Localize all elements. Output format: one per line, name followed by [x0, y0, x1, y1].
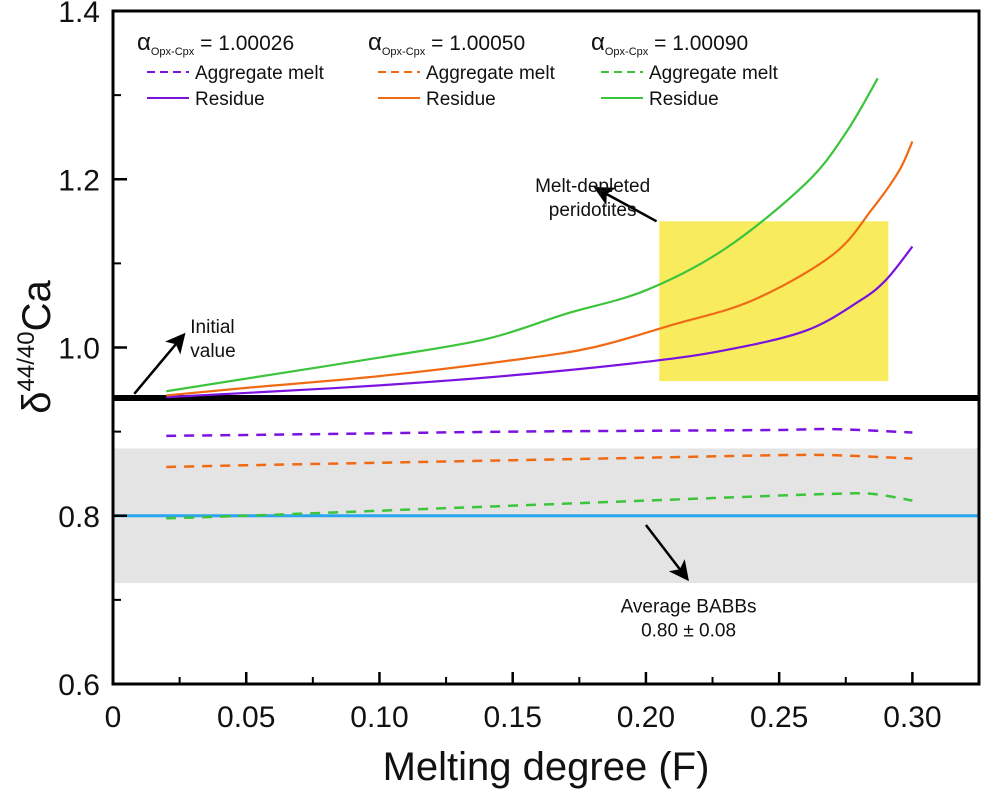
annotation-arrow-initial — [133, 332, 186, 395]
annotation-text-melt-depleted: peridotites — [549, 200, 637, 221]
alpha-subscript: Opx-Cpx — [151, 46, 195, 58]
x-axis-label: Melting degree (F) — [383, 745, 710, 789]
y-tick-label: 1.2 — [58, 164, 100, 197]
x-tick-label: 0.25 — [750, 701, 808, 734]
annotation-arrow-average-babbs — [644, 524, 689, 582]
series-residue-1-00050 — [166, 140, 914, 397]
y-axis-ticks: 0.6 0.8 1.0 1.2 1.4 — [58, 0, 127, 702]
legend-alpha-label: αOpx-Cpx = 1.00026 — [137, 29, 294, 58]
y-axis-label-suffix: Ca — [15, 280, 59, 332]
x-tick-label: 0.20 — [617, 701, 675, 734]
legend-residue-label: Residue — [649, 89, 719, 110]
x-tick-label: 0.05 — [217, 701, 275, 734]
annotation-text-average-babbs: 0.80 ± 0.08 — [641, 620, 736, 641]
annotation-arrow-melt-depleted — [593, 186, 658, 223]
series-aggregate-melt-1-00026 — [166, 427, 913, 438]
annotation-text-initial: Initial — [190, 317, 234, 338]
alpha-symbol: α — [591, 29, 605, 56]
annotation-text-melt-depleted: Melt-depleted — [535, 176, 650, 197]
alpha-symbol: α — [368, 29, 382, 56]
alpha-symbol: α — [137, 29, 151, 56]
legend-residue-label: Residue — [426, 89, 496, 110]
x-tick-label: 0.15 — [483, 701, 541, 734]
shaded-regions — [113, 221, 979, 584]
alpha-subscript: Opx-Cpx — [382, 46, 426, 58]
y-tick-label: 1.0 — [58, 333, 100, 366]
series-aggregate-melt-1-00090 — [166, 492, 913, 520]
annotation-text-initial: value — [190, 341, 235, 362]
legend-melt-label: Aggregate melt — [649, 63, 779, 84]
legend-melt-label: Aggregate melt — [195, 63, 325, 84]
alpha-value: = 1.00026 — [194, 32, 294, 55]
x-axis-ticks: 0 0.05 0.10 0.15 0.20 0.25 0.30 — [105, 672, 942, 734]
legend-alpha-label: αOpx-Cpx = 1.00050 — [368, 29, 525, 58]
y-tick-label: 1.4 — [58, 0, 100, 29]
y-tick-label: 0.8 — [58, 501, 100, 534]
alpha-value: = 1.00050 — [425, 32, 525, 55]
legend-residue-label: Residue — [195, 89, 265, 110]
y-axis-label: δ44/40Ca — [13, 280, 59, 414]
series-residue-1-00026 — [166, 245, 914, 399]
legend-melt-label: Aggregate melt — [426, 63, 556, 84]
x-tick-label: 0 — [105, 701, 122, 734]
series-residue-1-00090 — [166, 77, 879, 393]
alpha-value: = 1.00090 — [648, 32, 748, 55]
region-melt-depleted-peridotites — [659, 221, 889, 382]
alpha-subscript: Opx-Cpx — [605, 46, 649, 58]
x-tick-label: 0.10 — [350, 701, 408, 734]
y-axis-label-superscript: 44/40 — [13, 331, 40, 391]
series-group — [166, 77, 914, 520]
annotations: Initial value Melt-depleted peridotites Aver… — [133, 176, 757, 641]
legend-alpha-label: αOpx-Cpx = 1.00090 — [591, 29, 748, 58]
y-axis-label-prefix: δ — [15, 391, 59, 413]
y-tick-label: 0.6 — [58, 669, 100, 702]
series-aggregate-melt-1-00050 — [166, 453, 913, 469]
x-tick-label: 0.30 — [883, 701, 941, 734]
annotation-text-average-babbs: Average BABBs — [621, 596, 757, 617]
